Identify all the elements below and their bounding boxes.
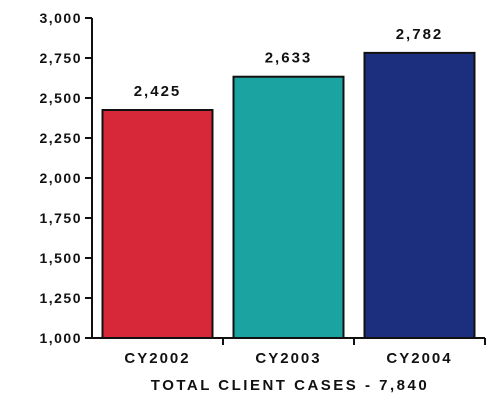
bar-cy2002 <box>101 109 214 339</box>
data-label: 2,633 <box>265 50 313 67</box>
y-tick-label: 2,500 <box>39 90 82 106</box>
y-tick-label: 1,000 <box>39 330 82 346</box>
x-tick-label: CY2004 <box>386 350 452 367</box>
y-tick-label: 2,250 <box>39 130 82 146</box>
data-label: 2,425 <box>134 83 182 100</box>
y-tick-label: 1,750 <box>39 210 82 226</box>
data-label: 2,782 <box>396 26 444 43</box>
bar-cy2004 <box>363 51 476 339</box>
x-axis: CY2002 CY2003 CY2004 <box>92 337 486 367</box>
y-tick-label: 3,000 <box>39 10 82 26</box>
y-tick-label: 2,750 <box>39 50 82 66</box>
bars: 2,425 2,633 2,782 <box>101 26 476 339</box>
x-tick-label: CY2002 <box>124 350 190 367</box>
x-tick-label: CY2003 <box>255 350 321 367</box>
chart-title: TOTAL CLIENT CASES - 7,840 <box>151 377 429 394</box>
y-tick-label: 2,000 <box>39 170 82 186</box>
y-axis: 1,000 1,250 1,500 1,750 2,000 2,250 2,500 2,750… <box>39 10 93 346</box>
bar-cy2003 <box>232 75 345 339</box>
y-tick-label: 1,500 <box>39 250 82 266</box>
y-tick-label: 1,250 <box>39 290 82 306</box>
